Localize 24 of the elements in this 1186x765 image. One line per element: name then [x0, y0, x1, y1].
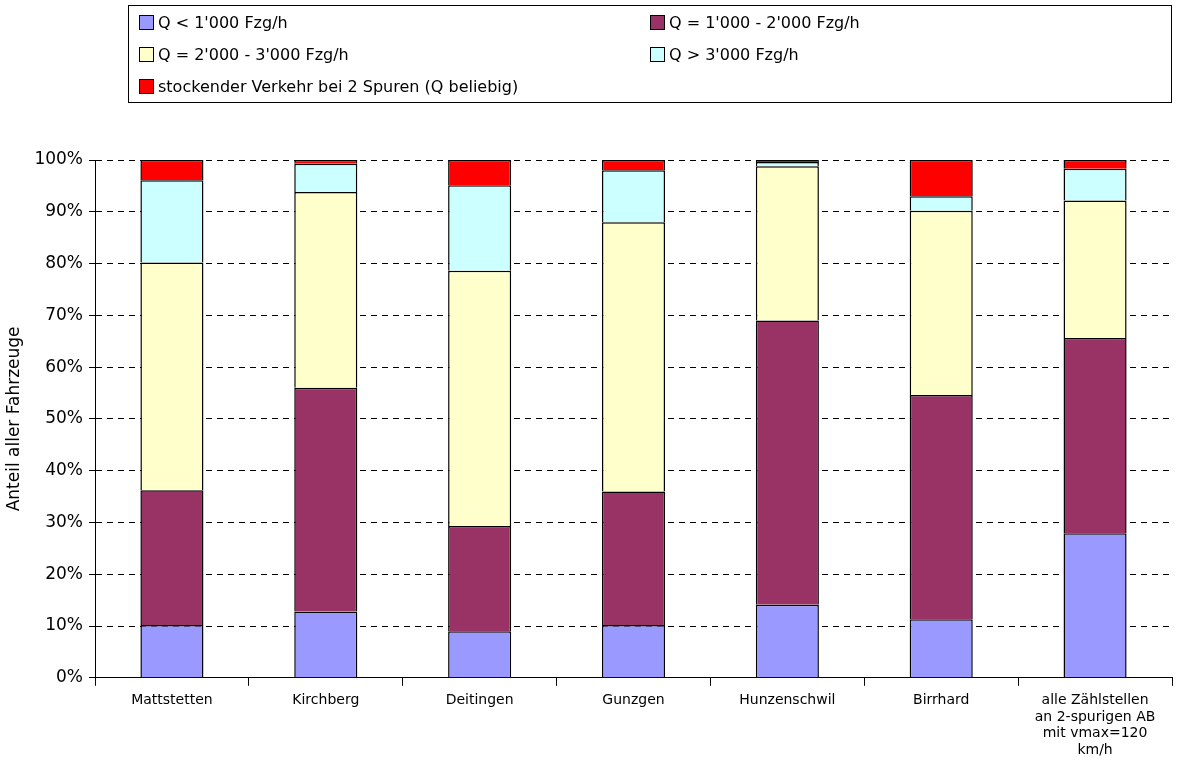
x-tick-label: Kirchberg [292, 690, 360, 707]
x-tick-label: Deitingen [445, 690, 514, 707]
y-tick-label: 60% [45, 355, 83, 376]
legend-label: Q = 1'000 - 2'000 Fzg/h [669, 12, 860, 32]
y-axis-title: Anteil aller Fahrzeuge [2, 326, 23, 512]
y-tick-label: 20% [45, 562, 83, 583]
x-tick-label: Birrhard [913, 690, 970, 707]
legend-label: Q = 2'000 - 3'000 Fzg/h [158, 44, 349, 64]
y-tick-label: 0% [56, 666, 83, 687]
y-tick-label: 40% [45, 459, 83, 480]
x-tick-label: Hunzenschwil [739, 690, 836, 707]
legend-label: stockender Verkehr bei 2 Spuren (Q beliebig) [158, 76, 519, 96]
y-tick-label: 10% [45, 614, 83, 635]
y-tick-label: 100% [34, 148, 83, 169]
x-tick-label: Gunzgen [602, 690, 665, 707]
legend-label: Q < 1'000 Fzg/h [158, 12, 288, 32]
y-tick-label: 70% [45, 303, 83, 324]
y-tick-label: 80% [45, 251, 83, 272]
y-tick-label: 50% [45, 407, 83, 428]
legend-label: Q > 3'000 Fzg/h [669, 44, 799, 64]
x-tick-label: alle Zählstellen an 2-spurigen AB mit vmax=120 km/h [1034, 690, 1156, 758]
y-tick-label: 90% [45, 200, 83, 221]
x-tick-label: Mattstetten [131, 690, 213, 707]
y-tick-label: 30% [45, 510, 83, 531]
